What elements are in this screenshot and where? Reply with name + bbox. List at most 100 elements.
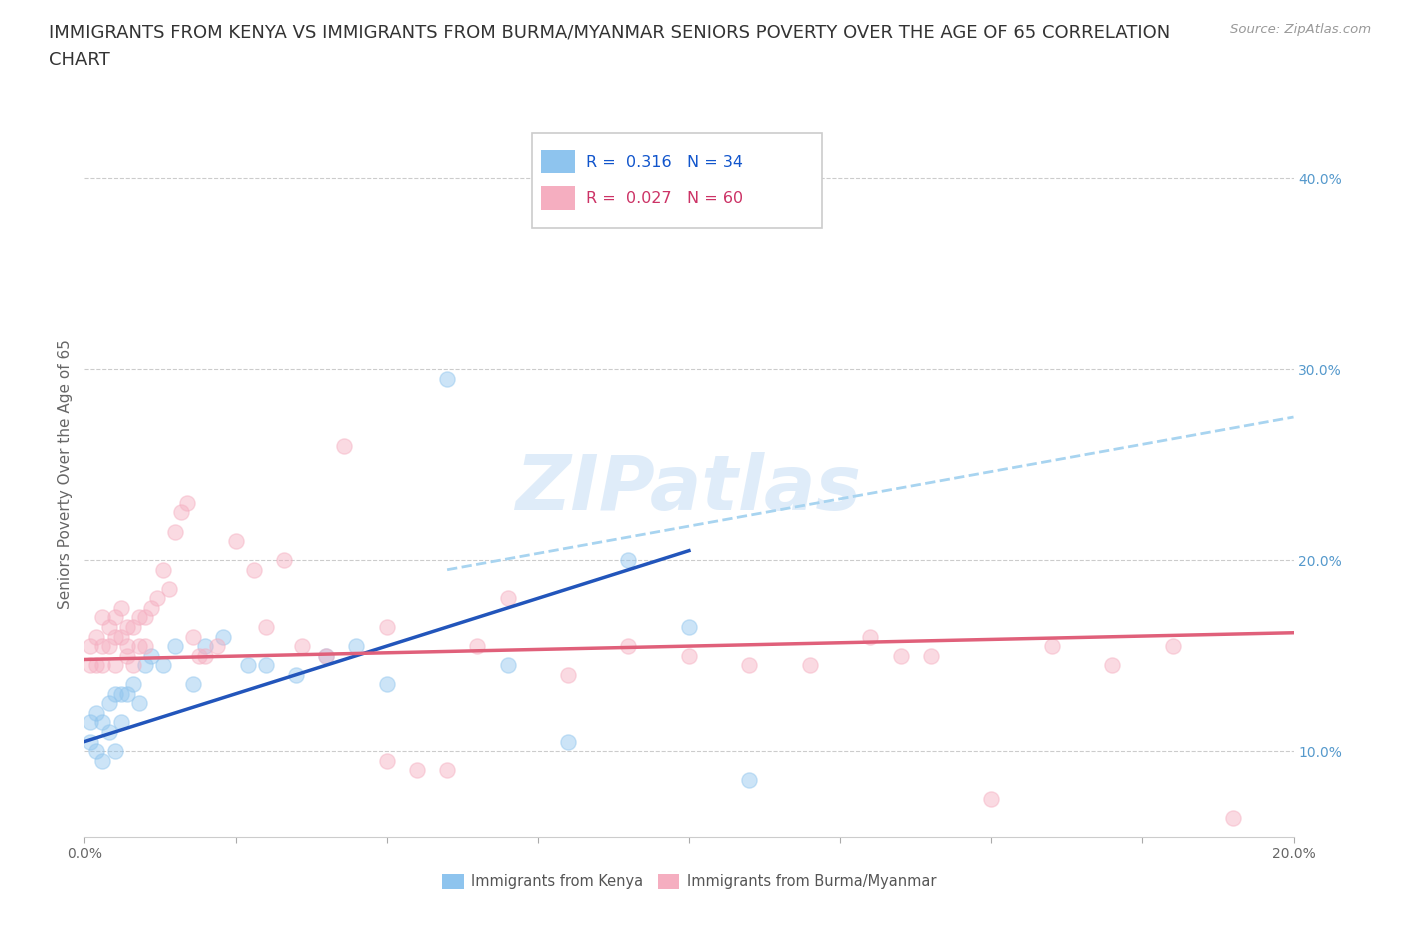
Point xyxy=(110,715,132,730)
Point xyxy=(406,763,429,777)
Point xyxy=(97,619,120,634)
Point xyxy=(134,639,156,654)
Point xyxy=(146,591,169,605)
Point xyxy=(79,734,101,749)
Point xyxy=(212,629,235,644)
FancyBboxPatch shape xyxy=(531,133,823,228)
Point xyxy=(97,696,120,711)
Point xyxy=(920,648,942,663)
Point xyxy=(91,753,114,768)
Point xyxy=(165,525,187,539)
Point xyxy=(104,686,127,701)
Point xyxy=(121,619,143,634)
Point xyxy=(79,639,101,654)
Point xyxy=(207,639,229,654)
Point xyxy=(91,658,114,672)
Point xyxy=(110,629,132,644)
Point xyxy=(139,648,162,663)
Point xyxy=(315,648,337,663)
Point xyxy=(86,706,108,721)
Bar xyxy=(541,150,575,173)
Point xyxy=(315,648,337,663)
Point xyxy=(115,639,138,654)
Point xyxy=(104,629,127,644)
Point xyxy=(121,658,143,672)
Point xyxy=(181,629,204,644)
Point xyxy=(91,715,114,730)
Point xyxy=(104,610,127,625)
Point xyxy=(436,763,458,777)
Point xyxy=(110,601,132,616)
Point xyxy=(859,629,882,644)
Point xyxy=(285,668,308,683)
Text: IMMIGRANTS FROM KENYA VS IMMIGRANTS FROM BURMA/MYANMAR SENIORS POVERTY OVER THE : IMMIGRANTS FROM KENYA VS IMMIGRANTS FROM… xyxy=(49,23,1170,41)
Point xyxy=(79,658,101,672)
Point xyxy=(86,629,108,644)
Point xyxy=(86,658,108,672)
Point xyxy=(236,658,259,672)
Point xyxy=(254,658,277,672)
Point xyxy=(291,639,314,654)
Point xyxy=(139,601,162,616)
Point xyxy=(121,677,143,692)
Point xyxy=(188,648,211,663)
Point xyxy=(97,724,120,739)
Point xyxy=(738,772,761,787)
Point xyxy=(79,715,101,730)
Point xyxy=(242,563,264,578)
Y-axis label: Seniors Poverty Over the Age of 65: Seniors Poverty Over the Age of 65 xyxy=(58,339,73,609)
Point xyxy=(678,619,700,634)
Point xyxy=(152,563,174,578)
Point xyxy=(115,686,138,701)
Point xyxy=(194,648,217,663)
Point xyxy=(678,648,700,663)
Point xyxy=(333,438,356,453)
Point xyxy=(890,648,912,663)
Text: R =  0.316   N = 34: R = 0.316 N = 34 xyxy=(586,155,744,170)
Point xyxy=(375,753,398,768)
Point xyxy=(738,658,761,672)
Point xyxy=(165,639,187,654)
Point xyxy=(104,744,127,759)
Point xyxy=(617,552,640,567)
Point xyxy=(557,668,579,683)
Bar xyxy=(541,186,575,209)
Point xyxy=(170,505,193,520)
Point xyxy=(225,534,247,549)
Point xyxy=(115,619,138,634)
Point xyxy=(346,639,368,654)
Point xyxy=(128,639,150,654)
Point xyxy=(134,610,156,625)
Point xyxy=(181,677,204,692)
Point xyxy=(467,639,489,654)
Point xyxy=(375,677,398,692)
Point xyxy=(86,744,108,759)
Point xyxy=(115,648,138,663)
Point xyxy=(152,658,174,672)
Point xyxy=(110,686,132,701)
Point xyxy=(157,581,180,596)
Point xyxy=(1222,810,1244,825)
Point xyxy=(128,696,150,711)
Point xyxy=(980,791,1002,806)
Legend: Immigrants from Kenya, Immigrants from Burma/Myanmar: Immigrants from Kenya, Immigrants from B… xyxy=(436,868,942,895)
Point xyxy=(496,591,519,605)
Point xyxy=(104,658,127,672)
Text: Source: ZipAtlas.com: Source: ZipAtlas.com xyxy=(1230,23,1371,36)
Text: ZIPatlas: ZIPatlas xyxy=(516,452,862,525)
Point xyxy=(273,552,295,567)
Text: R =  0.027   N = 60: R = 0.027 N = 60 xyxy=(586,192,744,206)
Text: CHART: CHART xyxy=(49,51,110,69)
Point xyxy=(134,658,156,672)
Point xyxy=(128,610,150,625)
Point xyxy=(375,619,398,634)
Point xyxy=(194,639,217,654)
Point xyxy=(436,371,458,386)
Point xyxy=(176,496,198,511)
Point xyxy=(496,658,519,672)
Point xyxy=(97,639,120,654)
Point xyxy=(1101,658,1123,672)
Point xyxy=(799,658,821,672)
Point xyxy=(91,639,114,654)
Point xyxy=(1161,639,1184,654)
